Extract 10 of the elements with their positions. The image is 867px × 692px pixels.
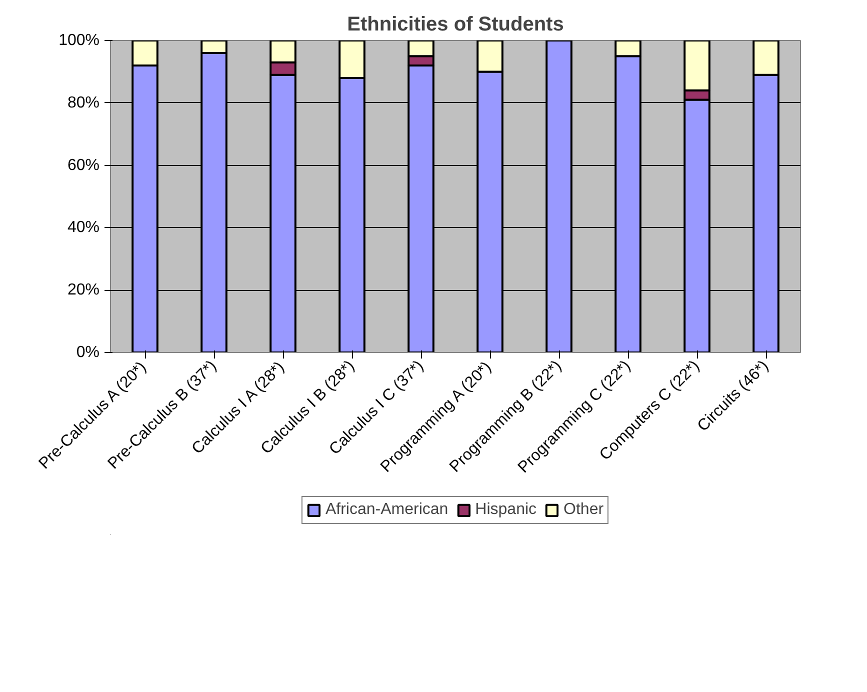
chart-title: Ethnicities of Students <box>347 14 564 36</box>
y-tick-label: 40% <box>67 219 100 236</box>
y-tick-label: 60% <box>67 156 100 174</box>
y-tick-label: 0% <box>76 344 100 361</box>
y-tick-label: 20% <box>67 282 100 299</box>
legend-label: Hispanic <box>475 501 537 519</box>
y-tick-label: 100% <box>58 32 100 49</box>
legend-label: African-American <box>325 501 448 519</box>
y-tick-label: 80% <box>67 94 100 112</box>
legend-label: Other <box>564 501 604 519</box>
